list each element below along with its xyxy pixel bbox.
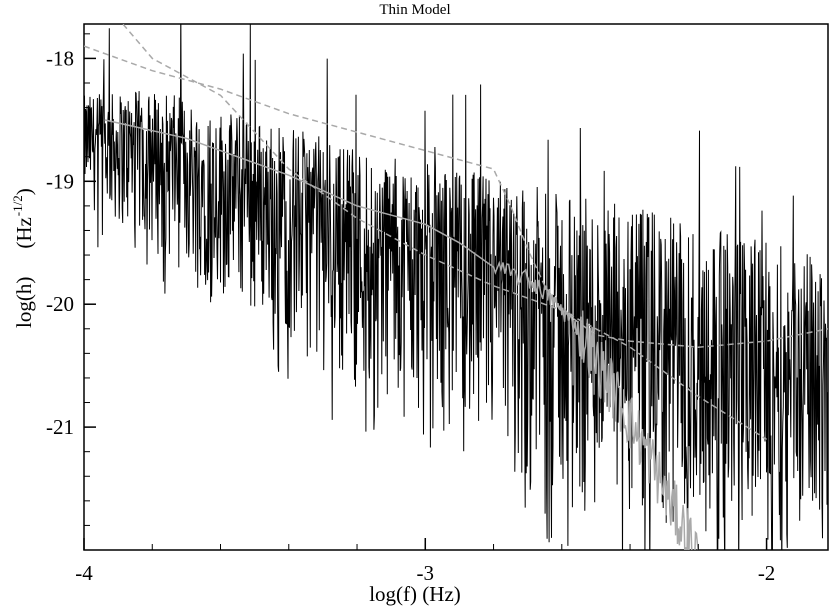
x-tick-label: -4 [75, 561, 93, 585]
y-axis-unit-suffix: ) [12, 188, 36, 196]
series-layer [84, 24, 828, 550]
y-axis-unit-exponent: -1/2 [10, 195, 25, 217]
y-tick-label: -21 [46, 415, 74, 439]
y-axis-label: log(h) (Hz-1/2) [10, 188, 37, 328]
y-tick-label: -19 [46, 169, 74, 193]
series-2-gray-dashed-line [121, 24, 767, 441]
y-tick-label: -20 [46, 292, 74, 316]
tick-layer: -4 -3 -2 -18 -19 -20 -21 [46, 33, 776, 585]
plot-frame [83, 23, 829, 551]
x-tick-label: -3 [417, 561, 435, 585]
y-axis-unit-prefix: (Hz [12, 217, 36, 249]
y-tick-label: -18 [46, 46, 74, 70]
y-axis-label-main: log(h) [12, 276, 36, 328]
series-3-gray-dashed-line [84, 45, 828, 348]
chart-title: Thin Model [379, 2, 451, 18]
series-0-noise-line [84, 24, 828, 550]
x-tick-label: -2 [758, 561, 776, 585]
x-axis-label: log(f) (Hz) [369, 582, 461, 606]
series-1-gray-solid-line [104, 119, 700, 550]
